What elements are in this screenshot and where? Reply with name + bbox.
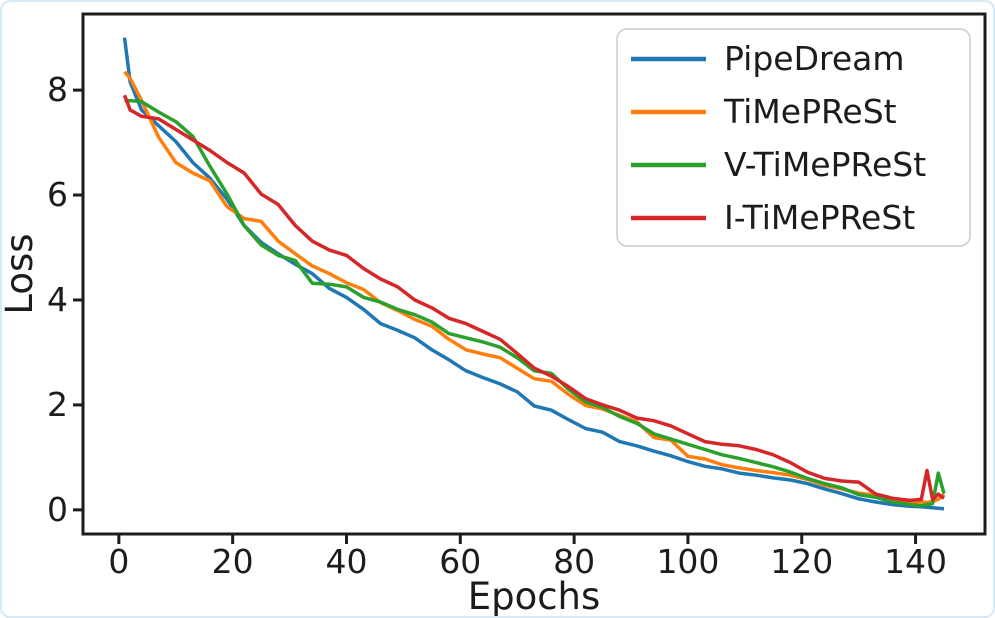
- legend-box: [616, 28, 971, 247]
- legend-label-pipedream: PipeDream: [724, 39, 905, 78]
- ticks: 0 20 40 60 80 100 120 140 0 2 4 6 8: [47, 70, 947, 581]
- legend: PipeDream TiMePReSt V-TiMePReSt I-TiMePReSt: [616, 28, 971, 247]
- series-lines: [122, 37, 946, 511]
- x-tick-label-140: 140: [884, 542, 947, 581]
- x-tick-label-80: 80: [553, 542, 595, 581]
- x-tick-label-100: 100: [656, 542, 719, 581]
- x-tick-label-120: 120: [770, 542, 833, 581]
- x-tick-label-60: 60: [439, 542, 481, 581]
- series-line-v-timeprest: [124, 98, 946, 508]
- y-tick-label-6: 6: [47, 175, 68, 214]
- legend-item-pipedream: PipeDream: [631, 39, 905, 78]
- plot-spines: [81, 12, 987, 536]
- legend-item-timeprest: TiMePReSt: [631, 92, 897, 131]
- series-line-i-timeprest: [122, 94, 946, 503]
- legend-item-i-timeprest: I-TiMePReSt: [631, 198, 915, 237]
- x-tick-label-20: 20: [212, 542, 254, 581]
- y-tick-label-8: 8: [47, 70, 68, 109]
- legend-item-v-timeprest: V-TiMePReSt: [631, 145, 926, 184]
- legend-label-i-timeprest: I-TiMePReSt: [724, 198, 915, 237]
- y-tick-label-0: 0: [47, 490, 68, 529]
- y-tick-label-4: 4: [47, 280, 68, 319]
- x-axis-label: Epochs: [468, 575, 601, 618]
- x-tick-label-40: 40: [325, 542, 367, 581]
- y-axis-label: Loss: [2, 233, 41, 314]
- legend-label-timeprest: TiMePReSt: [723, 92, 897, 131]
- y-tick-label-2: 2: [47, 385, 68, 424]
- legend-label-v-timeprest: V-TiMePReSt: [724, 145, 926, 184]
- x-tick-label-0: 0: [108, 542, 129, 581]
